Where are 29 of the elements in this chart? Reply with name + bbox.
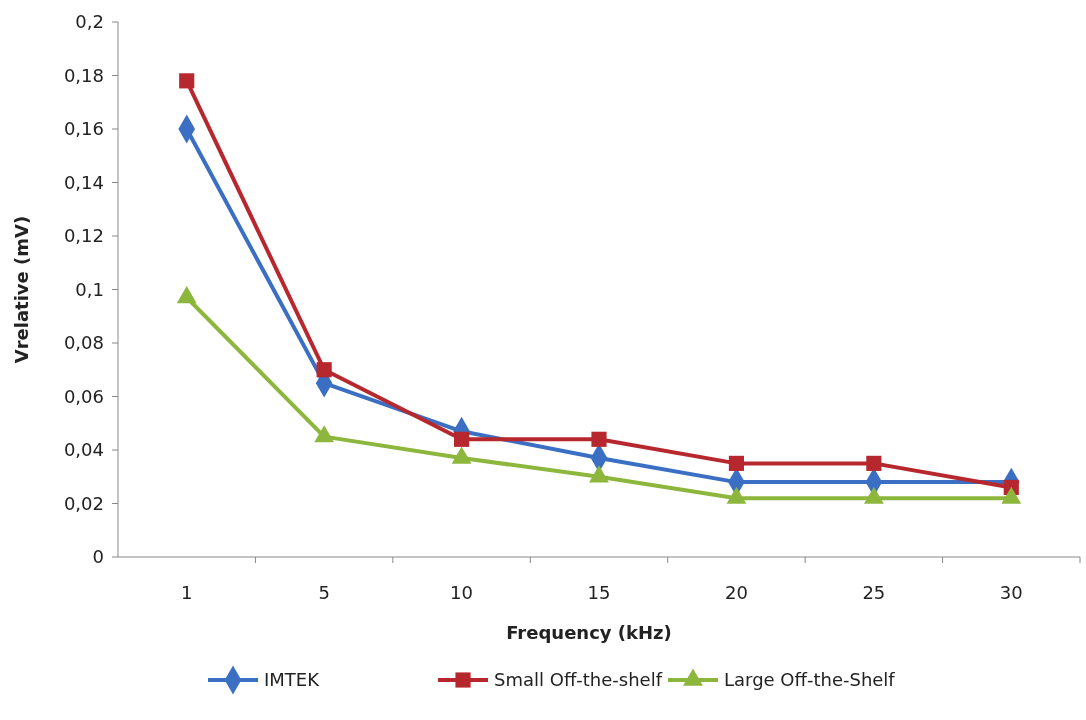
y-axis-title: Vrelative (mV) (11, 215, 32, 364)
point (866, 455, 882, 471)
y-tick-label: 0,1 (75, 278, 104, 300)
y-tick-label: 0,18 (63, 64, 104, 86)
y-tick-label: 0,2 (75, 11, 104, 33)
point (728, 455, 745, 471)
y-tick-label: 0,04 (63, 439, 104, 461)
x-axis-title: Frequency (kHz) (506, 622, 672, 643)
x-tick-label: 10 (450, 582, 474, 603)
point (591, 431, 607, 447)
y-tick-label: 0,12 (63, 225, 104, 247)
legend-label: Large Off-the-Shelf (724, 669, 896, 691)
y-tick-label: 0,02 (63, 492, 104, 514)
legend-label: Small Off-the-shelf (494, 669, 663, 691)
y-tick-label: 0,06 (63, 385, 104, 407)
x-tick-label: 1 (180, 582, 193, 603)
point (316, 362, 332, 378)
x-tick-label: 30 (999, 582, 1023, 603)
legend-label: IMTEK (264, 669, 321, 691)
point (179, 73, 195, 89)
y-tick-label: 0,16 (63, 118, 104, 140)
x-tick-label: 20 (724, 582, 748, 603)
x-tick-label: 25 (862, 582, 886, 603)
y-tick-label: 0 (92, 546, 104, 568)
y-tick-label: 0,14 (63, 171, 104, 193)
point (453, 431, 470, 447)
y-tick-label: 0,08 (63, 332, 104, 354)
x-tick-label: 5 (318, 582, 330, 603)
x-tick-label: 15 (587, 582, 611, 603)
